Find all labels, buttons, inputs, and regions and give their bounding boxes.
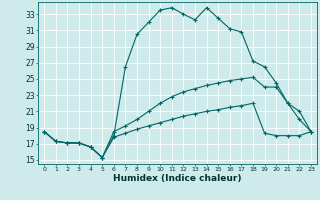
X-axis label: Humidex (Indice chaleur): Humidex (Indice chaleur) xyxy=(113,174,242,183)
